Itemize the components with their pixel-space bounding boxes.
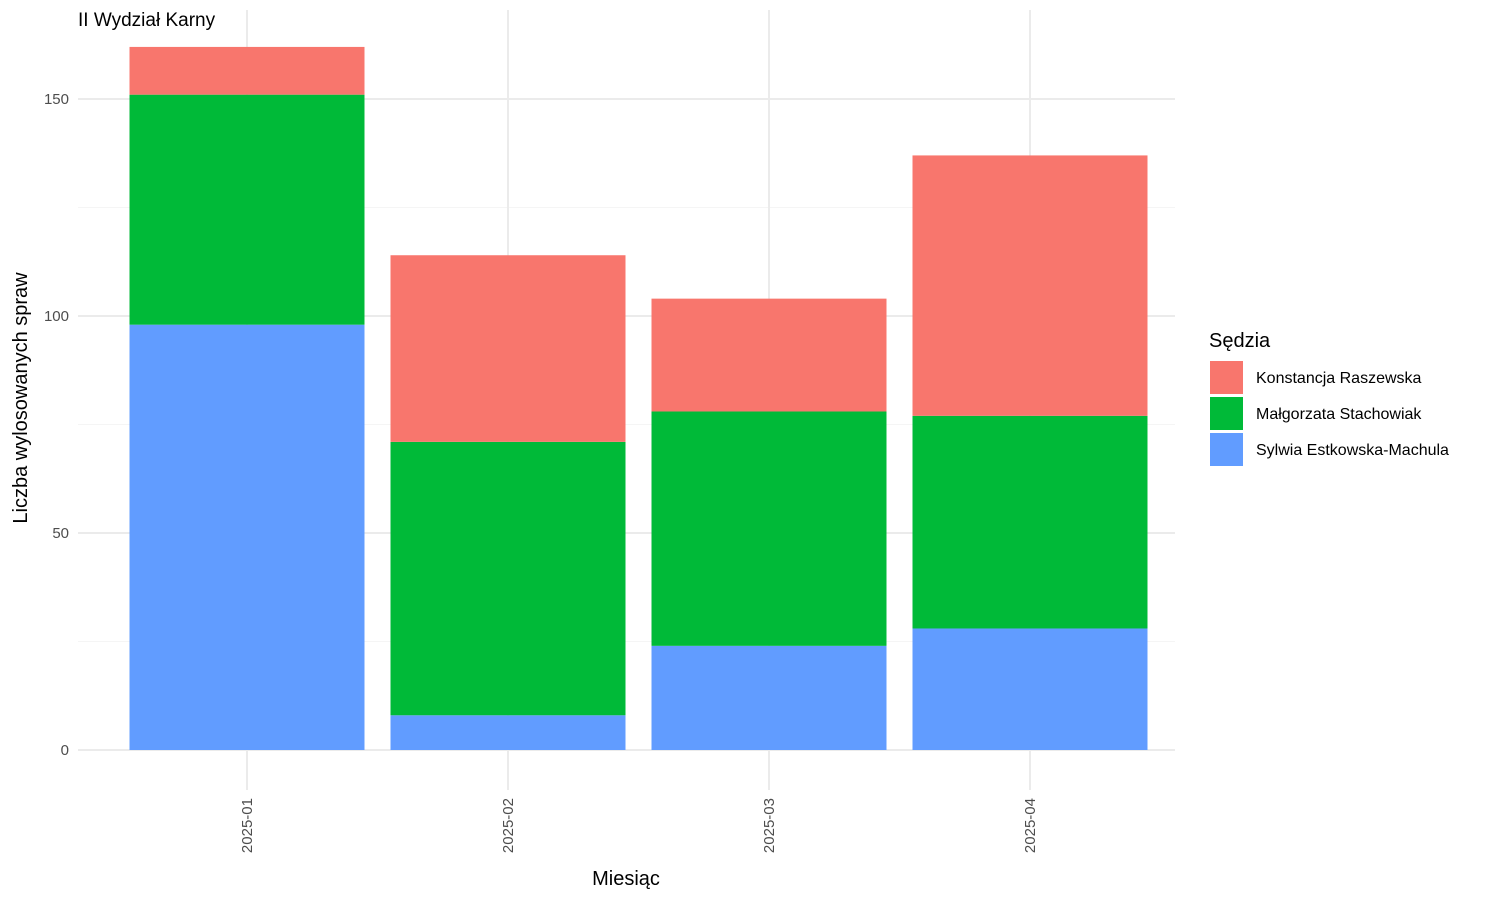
bar-segment [129,324,365,750]
bar-segment [390,255,626,442]
y-tick-label: 100 [44,308,69,325]
y-tick-label: 150 [44,91,69,108]
ticks-layer: 0 50 100 150 2025-01 2025-02 2025-03 2025-04 [44,91,1039,853]
chart-title: II Wydział Karny [78,10,216,31]
bar-segment [912,415,1148,629]
y-axis-title: Liczba wylosowanych spraw [10,272,32,524]
bar-segment [912,155,1148,416]
bar-segment [651,645,887,750]
legend-swatch [1210,361,1243,394]
bar-segment [912,628,1148,750]
y-tick-label: 0 [61,742,69,759]
legend-title: Sędzia [1209,330,1271,352]
x-axis-title: Miesiąc [592,868,660,890]
bar-segment [390,441,626,716]
bar-segment [129,94,365,325]
legend-label: Małgorzata Stachowiak [1256,406,1422,423]
legend: Sędzia Konstancja Raszewska Małgorzata St… [1209,330,1449,466]
bar-segment [651,411,887,646]
bar-segment [129,46,365,95]
legend-label: Konstancja Raszewska [1256,370,1422,387]
legend-swatch [1210,433,1243,466]
x-tick-label: 2025-03 [761,798,778,853]
bars-layer [129,46,1148,750]
y-tick-label: 50 [52,525,69,542]
legend-swatch [1210,397,1243,430]
x-tick-label: 2025-01 [239,798,256,853]
legend-items: Konstancja Raszewska Małgorzata Stachowia… [1210,361,1449,466]
bar-segment [390,715,626,750]
x-tick-label: 2025-02 [500,798,517,853]
legend-label: Sylwia Estkowska-Machula [1256,442,1449,459]
bar-segment [651,298,887,412]
x-tick-label: 2025-04 [1022,798,1039,853]
